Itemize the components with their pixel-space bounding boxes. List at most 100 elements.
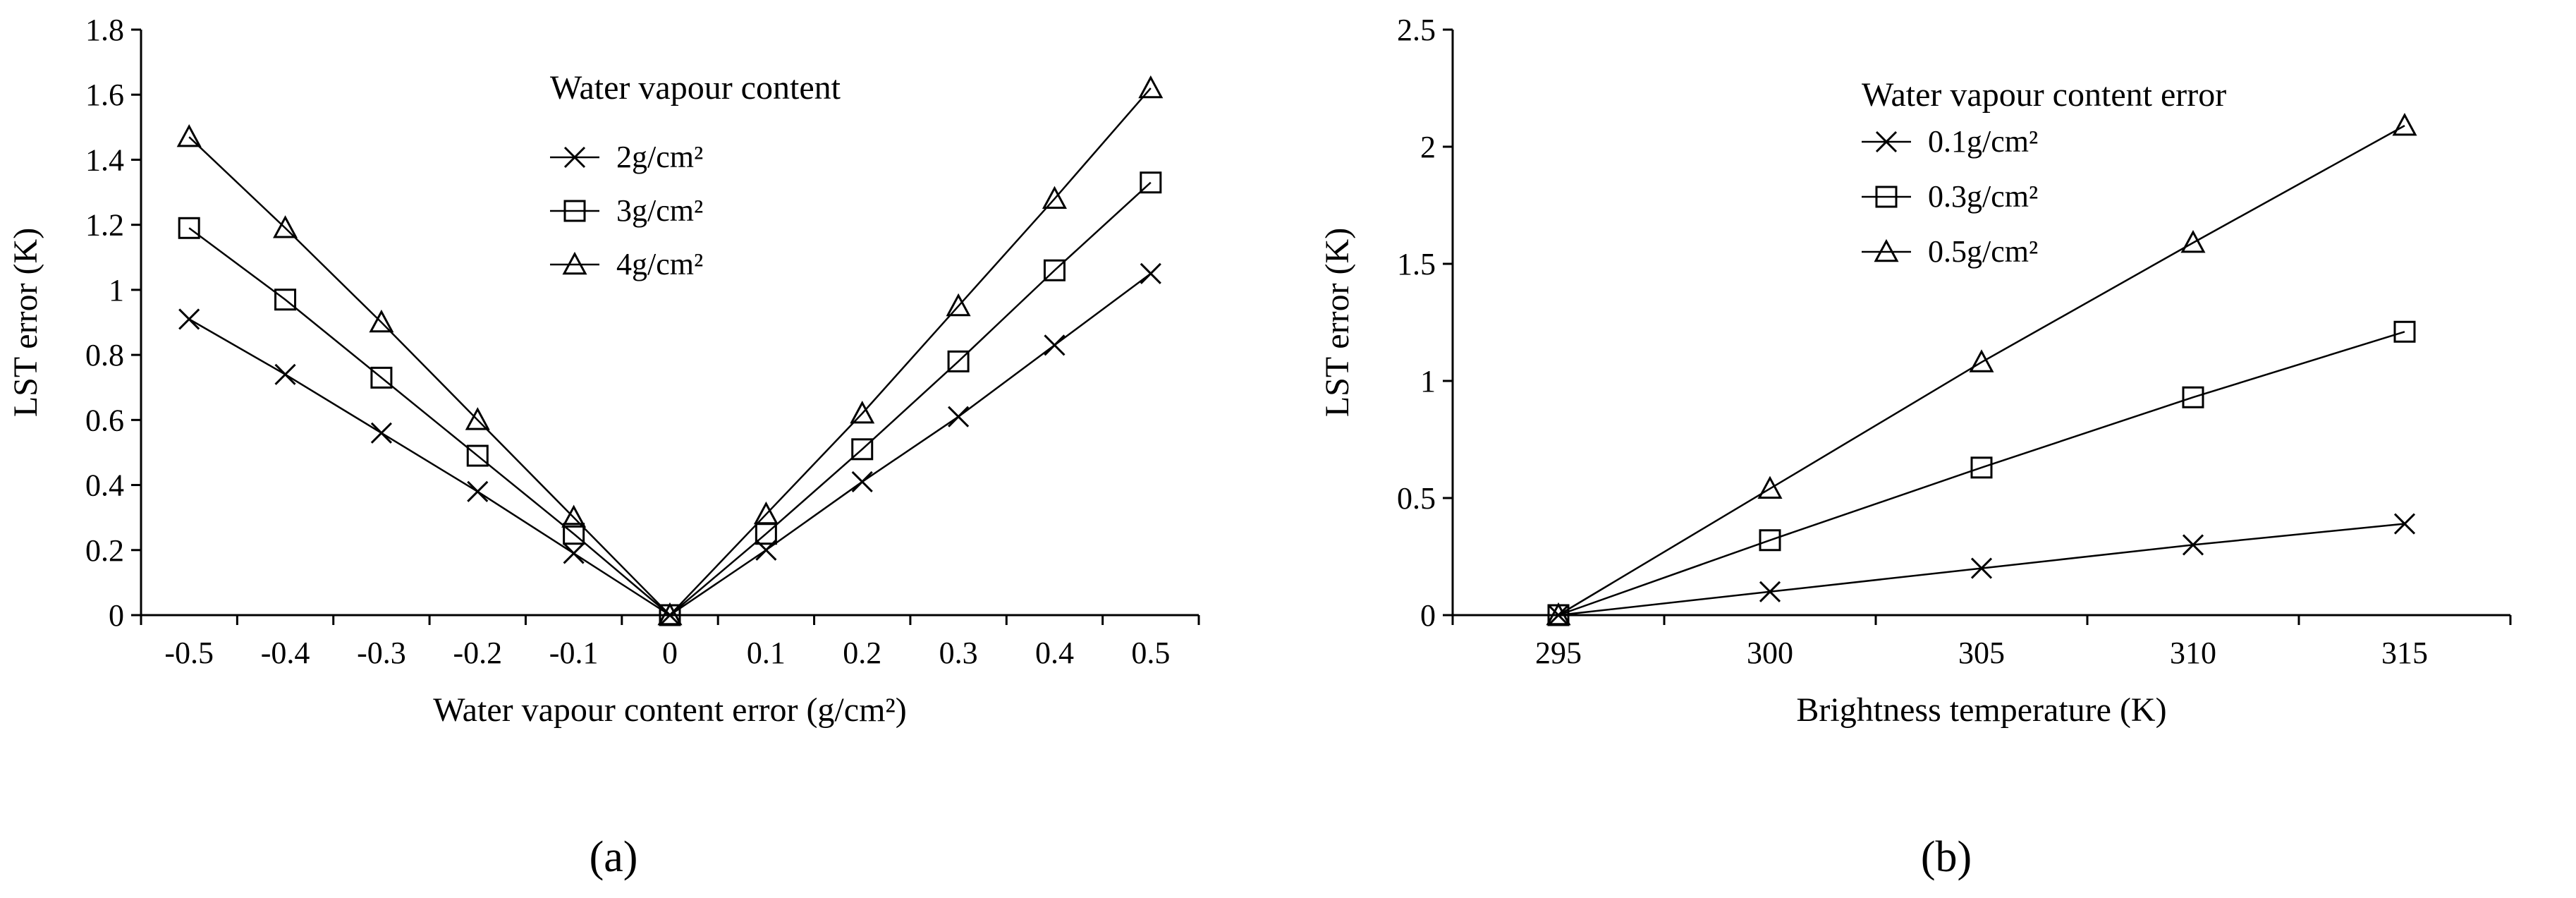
data-point-stroke-b (1759, 581, 1781, 602)
data-point (1759, 581, 1781, 602)
legend-label: 2g/cm² (616, 140, 703, 174)
x-tick-label: 0.3 (939, 636, 978, 670)
data-point-stroke-b (178, 308, 200, 330)
data-point (1042, 186, 1067, 210)
data-point (850, 400, 875, 424)
legend-item: 2g/cm² (550, 140, 703, 174)
data-point (178, 308, 200, 330)
y-tick-label: 2.5 (1397, 13, 1436, 47)
y-tick-label: 1.6 (85, 78, 124, 112)
data-point (1138, 75, 1164, 99)
x-tick-label: 0.5 (1131, 636, 1170, 670)
data-point (178, 217, 200, 239)
x-tick-label: -0.2 (453, 636, 502, 670)
x-axis-title: Brightness temperature (K) (1796, 691, 2166, 729)
legend-title: Water vapour content (550, 69, 841, 107)
legend-title: Water vapour content error (1862, 76, 2226, 114)
x-tick-label: 0.1 (747, 636, 786, 670)
legend-item: 3g/cm² (550, 193, 703, 228)
series-x (1547, 513, 2416, 626)
series-line (188, 272, 1152, 617)
y-tick-label: 0.2 (85, 533, 124, 568)
series-line (188, 87, 1152, 617)
data-point (657, 602, 683, 626)
y-tick-label: 1.5 (1397, 247, 1436, 281)
x-tick-label: 295 (1535, 636, 1582, 670)
legend-marker (1874, 238, 1899, 262)
y-tick-label: 0 (1420, 598, 1436, 633)
data-point (1140, 262, 1161, 284)
data-point (2393, 513, 2416, 535)
data-point-stroke-b (948, 406, 970, 427)
y-tick-label: 1.4 (85, 142, 124, 177)
data-point (561, 504, 587, 528)
x-tick-label: 315 (2381, 636, 2428, 670)
data-point (563, 523, 585, 545)
x-tick-label: 0.2 (843, 636, 881, 670)
data-point-stroke-b (467, 480, 489, 502)
legend-marker (562, 251, 587, 275)
legend: Water vapour content 2g/cm² 3g/cm² 4g/cm² (550, 69, 841, 281)
legend-label: 3g/cm² (616, 193, 703, 228)
y-tick-label: 0 (109, 598, 124, 633)
x-tick-label: -0.3 (357, 636, 406, 670)
x-tick-label: 0 (662, 636, 678, 670)
data-point (947, 350, 970, 372)
data-point (1044, 334, 1066, 356)
data-point (1140, 171, 1162, 194)
chart-panel-a: 0 0.2 0.4 0.6 0.8 1 1.2 1.4 1.6 1.8 -0.5 -0.4 -0.3 -0… (7, 13, 1200, 881)
legend: Water vapour content error 0.1g/cm² 0.3g/c… (1862, 76, 2226, 269)
series-line (1558, 125, 2405, 617)
legend-marker-stroke-b (563, 146, 586, 169)
data-point (176, 124, 202, 147)
series-line (1558, 331, 2405, 617)
x-tick-label: 305 (1958, 636, 2005, 670)
legend-label: 0.3g/cm² (1928, 179, 2038, 214)
data-point (948, 406, 970, 427)
panel-label: (a) (590, 833, 638, 881)
y-axis-title: LST error (K) (7, 228, 44, 417)
data-point (1546, 602, 1571, 626)
data-point (370, 422, 392, 444)
data-point-stroke-b (1970, 557, 1993, 579)
data-point-stroke-b (2182, 534, 2204, 556)
legend-marker-stroke-b (1875, 131, 1898, 153)
x-tick-label: -0.1 (549, 636, 599, 670)
legend-item: 4g/cm² (550, 247, 703, 281)
legend-item: 0.5g/cm² (1862, 234, 2038, 269)
y-axis-title: LST error (K) (1319, 228, 1356, 417)
x-tick-label: -0.5 (164, 636, 214, 670)
data-point (1043, 259, 1066, 281)
data-point (1969, 349, 1994, 372)
chart-panel-b: 0 0.5 1 1.5 2 2.5 295 300 305 310 315 Brightness te… (1319, 13, 2512, 881)
x-tick-label: 300 (1747, 636, 1793, 670)
y-tick-label: 1.8 (85, 13, 124, 47)
series-triangle (1546, 112, 2417, 626)
data-point (1757, 475, 1783, 499)
legend-item: 0.1g/cm² (1862, 124, 2038, 159)
data-point (851, 471, 873, 493)
y-tick-label: 1.2 (85, 208, 124, 243)
legend-marker (563, 146, 586, 169)
data-point-stroke-b (563, 542, 585, 564)
y-tick-label: 0.8 (85, 338, 124, 372)
legend-marker (563, 200, 586, 222)
data-point (467, 480, 489, 502)
data-point (465, 407, 490, 430)
data-point (1759, 529, 1781, 552)
data-point-stroke-b (1044, 334, 1066, 356)
data-point (753, 501, 779, 525)
data-point (369, 309, 394, 333)
data-point-stroke-b (851, 471, 873, 493)
x-tick-label: 310 (2170, 636, 2216, 670)
legend-label: 4g/cm² (616, 247, 703, 281)
data-point (274, 363, 296, 385)
y-tick-label: 1 (1420, 364, 1436, 399)
y-tick-label: 0.6 (85, 403, 124, 437)
data-point-stroke-b (370, 422, 392, 444)
data-point (563, 542, 585, 564)
data-point (2393, 320, 2416, 343)
data-point (274, 289, 297, 311)
y-tick-label: 0.5 (1397, 481, 1436, 516)
data-point (946, 293, 971, 317)
